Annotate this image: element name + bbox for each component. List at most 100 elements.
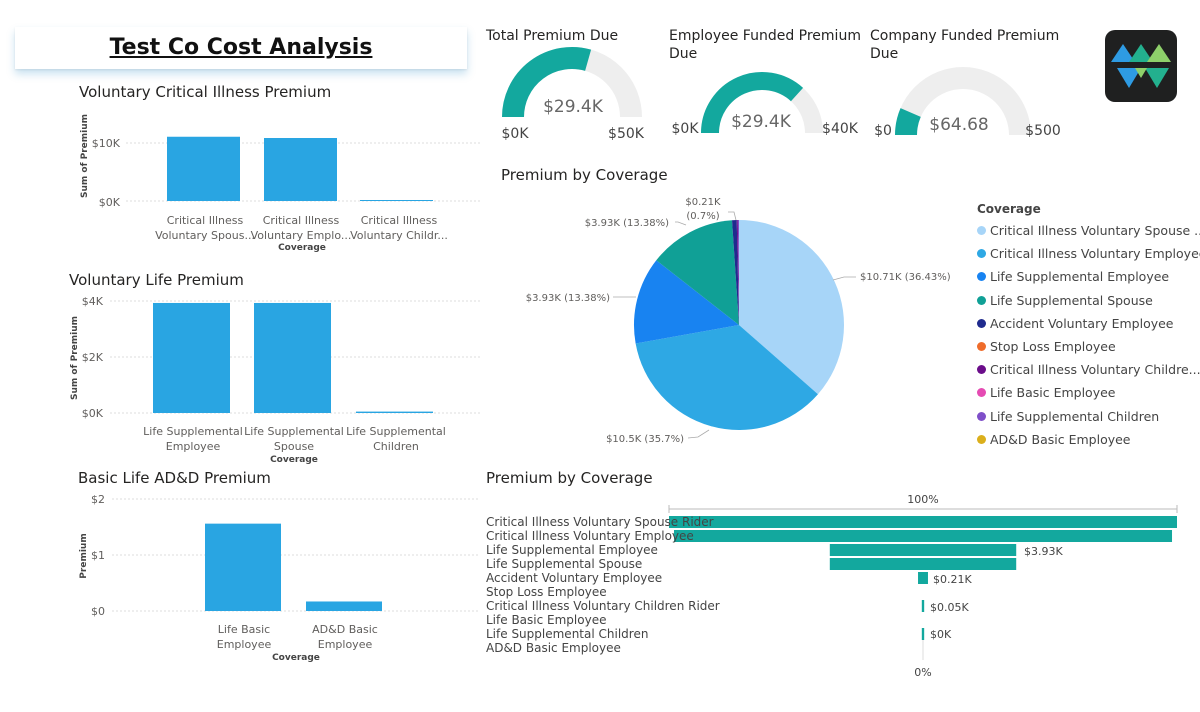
legend-item-4[interactable]: Life Supplemental Spouse	[977, 289, 1187, 312]
legend-item-6[interactable]: Stop Loss Employee	[977, 335, 1187, 358]
bla-bar-chart: Premium $2 $1 $0 Life Basic Employee AD&…	[79, 493, 480, 663]
pie-leader-4	[675, 221, 687, 226]
pie-label-accident-pct: (0.7%)	[686, 211, 719, 222]
legend-item-3[interactable]: Life Supplemental Employee	[977, 265, 1187, 288]
funnel-bar-7[interactable]	[921, 600, 925, 612]
vci-cat-1-line1: Critical Illness	[167, 214, 244, 227]
bla-cat-1-line2: Employee	[217, 638, 272, 651]
bla-cat-2-line2: Employee	[318, 638, 373, 651]
legend-label: Life Supplemental Spouse	[990, 292, 1153, 308]
pie-leader-5	[728, 211, 737, 221]
gauge-total-min: $0K	[502, 126, 530, 142]
pie-slice-7[interactable]	[736, 220, 739, 325]
legend-swatch	[977, 434, 986, 444]
bla-ylabel: Premium	[79, 533, 89, 578]
bla-chart-title: Basic Life AD&D Premium	[78, 469, 271, 487]
funnel-value-life-children: $0K	[930, 628, 952, 641]
legend-label: Life Supplemental Children	[990, 408, 1160, 424]
pie-slice-4[interactable]	[656, 220, 739, 325]
pie-slice-9[interactable]	[737, 220, 739, 325]
vci-cat-1-line2: Voluntary Spous...	[155, 229, 255, 242]
legend-label: Accident Voluntary Employee	[990, 315, 1174, 331]
legend-item-1[interactable]: Critical Illness Voluntary Spouse ...	[977, 219, 1200, 242]
bla-xlabel: Coverage	[272, 653, 320, 663]
gauge-employee-max: $40K	[822, 121, 859, 137]
funnel-category-10: AD&D Basic Employee	[486, 641, 621, 655]
pie-label-life-spouse: $3.93K (13.38%)	[585, 218, 669, 229]
funnel-value-life-employee: $3.93K	[1024, 545, 1063, 558]
legend-swatch	[977, 318, 986, 328]
legend-label: Critical Illness Voluntary Childre...	[990, 362, 1200, 378]
pie-slice-3[interactable]	[633, 260, 739, 344]
gauge-total-title: Total Premium Due	[486, 28, 619, 44]
logo-triangles-icon	[1111, 44, 1171, 88]
company-logo	[1105, 30, 1177, 102]
vci-ylabel: Sum of Premium	[80, 114, 90, 198]
pie-chart-title: Premium by Coverage	[501, 166, 668, 184]
legend-item-8[interactable]: Life Basic Employee	[977, 381, 1187, 404]
pie-label-life-employee: $3.93K (13.38%)	[526, 293, 610, 304]
funnel-category-5: Accident Voluntary Employee	[486, 571, 662, 585]
funnel-bar-5[interactable]	[918, 572, 928, 584]
gauge-track	[895, 67, 1031, 136]
vci-bar-1[interactable]	[167, 136, 240, 201]
vci-bar-3[interactable]	[360, 200, 433, 201]
gauge-fill[interactable]	[502, 47, 592, 118]
title-card: Test Co Cost Analysis	[15, 27, 467, 69]
funnel-bar-9[interactable]	[921, 628, 925, 640]
vlp-bar-3[interactable]	[356, 411, 433, 413]
funnel-category-1: Critical Illness Voluntary Spouse Rider	[486, 515, 714, 529]
legend-item-7[interactable]: Critical Illness Voluntary Childre...	[977, 358, 1200, 381]
funnel-bar-3[interactable]	[829, 544, 1017, 556]
vlp-tick-4k: $4K	[82, 295, 104, 308]
vlp-cat-1-line1: Life Supplemental	[143, 425, 243, 438]
bla-tick-0: $0	[91, 605, 105, 618]
pie-slice-2[interactable]	[635, 325, 818, 431]
legend-label: Critical Illness Voluntary Employee	[990, 246, 1200, 262]
legend-item-5[interactable]: Accident Voluntary Employee	[977, 312, 1187, 335]
pie-leader-2	[687, 429, 710, 439]
gauge-employee-title: Employee Funded Premium Due	[669, 28, 861, 62]
legend-label: Critical Illness Voluntary Spouse ...	[990, 223, 1200, 239]
funnel-value-ci-children: $0.05K	[930, 601, 969, 614]
premium-funnel-chart: 100% Critical Illness Voluntary Spouse R…	[486, 493, 1178, 679]
gauge-fill[interactable]	[701, 72, 804, 134]
premium-pie-chart: $10.71K (36.43%) $10.5K (35.7%) $3.93K (…	[526, 197, 951, 445]
vci-bar-2[interactable]	[264, 138, 337, 201]
vlp-bar-1[interactable]	[153, 302, 230, 413]
bla-tick-2: $2	[91, 493, 105, 506]
legend-item-10[interactable]: AD&D Basic Employee	[977, 428, 1187, 451]
vci-tick-10k: $10K	[92, 137, 121, 150]
gauge-company-min: $0	[874, 123, 892, 139]
vlp-cat-3-line1: Life Supplemental	[346, 425, 446, 438]
vci-bar-chart: Sum of Premium $10K $0K Critical Illness…	[80, 114, 480, 253]
vlp-cat-2-line2: Spouse	[274, 440, 314, 453]
vci-tick-0k: $0K	[99, 196, 121, 209]
vci-cat-3-line1: Critical Illness	[361, 214, 438, 227]
funnel-bar-4[interactable]	[829, 558, 1017, 570]
legend-swatch	[977, 411, 986, 421]
funnel-bar-1[interactable]	[669, 516, 1177, 528]
vlp-cat-2-line1: Life Supplemental	[244, 425, 344, 438]
gauge-fill[interactable]	[895, 108, 921, 136]
vlp-cat-3-line2: Children	[373, 440, 419, 453]
vlp-bar-2[interactable]	[254, 302, 331, 413]
gauge-employee-min: $0K	[672, 121, 700, 137]
gauge-total-premium: $29.4K $0K $50K	[502, 47, 645, 142]
pie-slice-5[interactable]	[732, 220, 739, 325]
pie-slice-1[interactable]	[739, 220, 844, 395]
gauge-company-max: $500	[1025, 123, 1061, 139]
legend-swatch	[977, 388, 986, 398]
funnel-bottom-label: 0%	[914, 666, 931, 679]
legend-item-2[interactable]: Critical Illness Voluntary Employee	[977, 242, 1200, 265]
bla-bar-1[interactable]	[205, 523, 281, 611]
pie-leader-1	[832, 276, 856, 281]
funnel-category-8: Life Basic Employee	[486, 613, 606, 627]
legend-label: AD&D Basic Employee	[990, 431, 1131, 447]
funnel-category-6: Stop Loss Employee	[486, 585, 607, 599]
legend-item-9[interactable]: Life Supplemental Children	[977, 405, 1187, 428]
page-title: Test Co Cost Analysis	[109, 35, 373, 60]
funnel-bar-2[interactable]	[673, 530, 1173, 542]
legend-swatch	[977, 226, 986, 236]
bla-bar-2[interactable]	[306, 601, 382, 611]
